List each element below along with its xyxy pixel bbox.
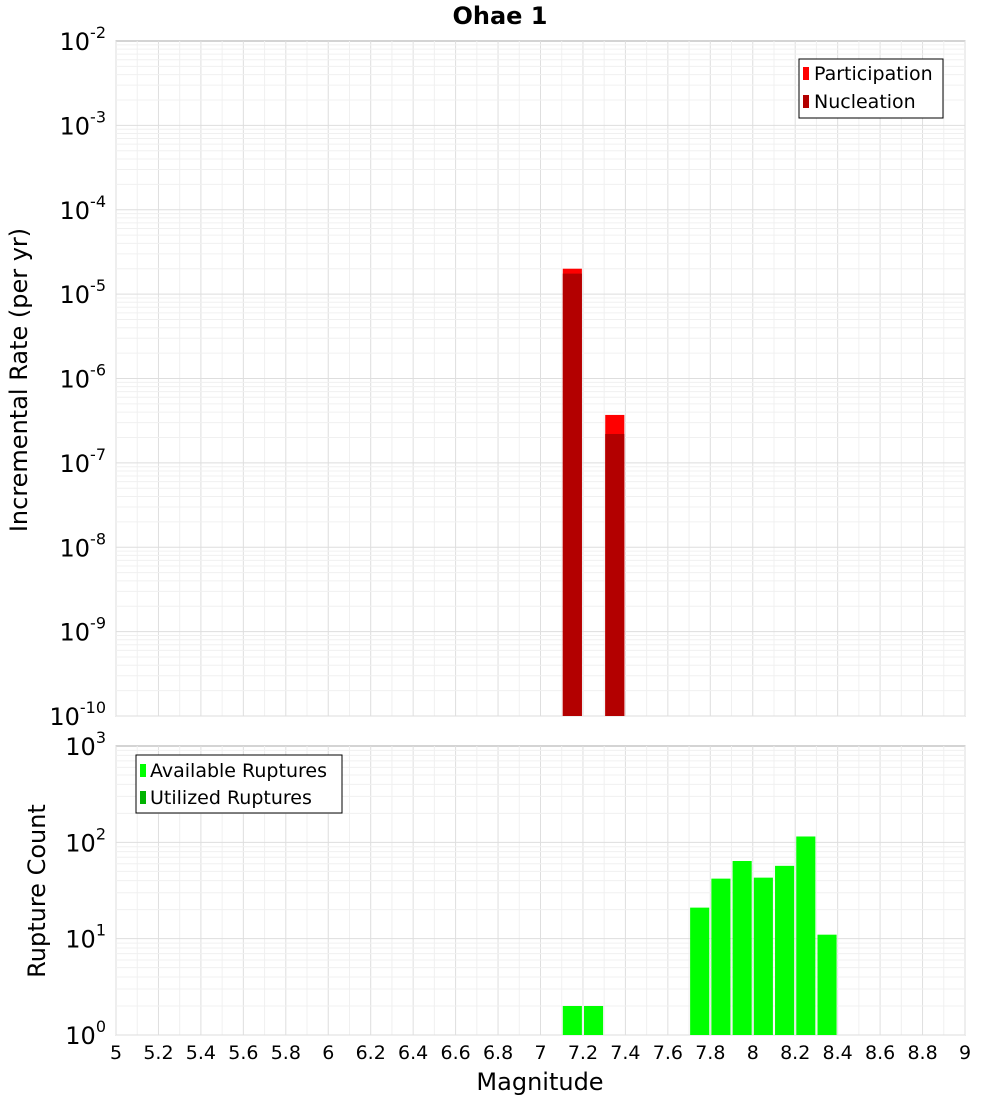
legend-label-nucleation: Nucleation bbox=[814, 91, 916, 113]
x-tick-label: 7.8 bbox=[695, 1042, 725, 1064]
bar-available-ruptures bbox=[562, 1006, 582, 1035]
x-tick-label: 9 bbox=[959, 1042, 971, 1064]
bar-nucleation bbox=[605, 433, 625, 716]
legend-swatch-utilized-ruptures bbox=[140, 791, 146, 804]
x-tick-label: 8.2 bbox=[780, 1042, 810, 1064]
y-tick-label: 10-7 bbox=[60, 445, 107, 478]
x-tick-label: 6.8 bbox=[483, 1042, 513, 1064]
y-tick-label: 10-2 bbox=[60, 23, 107, 56]
x-tick-label: 8.8 bbox=[907, 1042, 937, 1064]
x-tick-label: 6.6 bbox=[440, 1042, 470, 1064]
chart-title: Ohae 1 bbox=[452, 2, 547, 30]
bar-available-ruptures bbox=[711, 878, 731, 1035]
bar-nucleation bbox=[562, 273, 582, 716]
y-tick-label: 101 bbox=[65, 921, 106, 954]
bar-available-ruptures bbox=[732, 861, 752, 1035]
top-plot-panel: 10-10 10-9 10-8 10-7 10-6 10-5 10-4 10-3 10-2 In… bbox=[5, 23, 966, 731]
x-tick-label: 8.4 bbox=[823, 1042, 853, 1064]
x-tick-label: 8.6 bbox=[865, 1042, 895, 1064]
x-tick-label: 6.4 bbox=[398, 1042, 428, 1064]
bar-available-ruptures bbox=[584, 1006, 604, 1035]
y-tick-label: 103 bbox=[65, 728, 106, 761]
y-tick-label: 10-3 bbox=[60, 107, 107, 140]
bar-available-ruptures bbox=[753, 877, 773, 1035]
x-tick-label: 5.6 bbox=[228, 1042, 258, 1064]
x-tick-label: 5.4 bbox=[186, 1042, 216, 1064]
top-y-tick-labels: 10-10 10-9 10-8 10-7 10-6 10-5 10-4 10-3 10-2 bbox=[49, 23, 106, 731]
top-bars bbox=[562, 268, 625, 716]
y-tick-label: 10-8 bbox=[60, 529, 107, 562]
bottom-bars bbox=[562, 836, 837, 1035]
bottom-y-axis-title: Rupture Count bbox=[23, 804, 51, 978]
x-axis-title: Magnitude bbox=[476, 1068, 603, 1096]
y-tick-label: 102 bbox=[65, 824, 106, 857]
x-tick-label: 5.8 bbox=[271, 1042, 301, 1064]
x-tick-label: 5 bbox=[110, 1042, 122, 1064]
x-tick-label: 7 bbox=[534, 1042, 546, 1064]
y-tick-label: 10-4 bbox=[60, 192, 107, 225]
legend-swatch-participation bbox=[803, 67, 809, 80]
y-tick-label: 10-10 bbox=[49, 698, 106, 731]
legend-swatch-nucleation bbox=[803, 95, 809, 108]
x-tick-labels: 5 5.2 5.4 5.6 5.8 6 6.2 6.4 6.6 6.8 7 7.2 7.4 7.6 7.8 8… bbox=[110, 1042, 971, 1064]
bar-available-ruptures bbox=[690, 907, 710, 1035]
x-tick-label: 6 bbox=[322, 1042, 334, 1064]
y-tick-label: 10-5 bbox=[60, 276, 107, 309]
y-tick-label: 10-6 bbox=[60, 361, 107, 394]
x-tick-label: 5.2 bbox=[143, 1042, 173, 1064]
legend-label-available-ruptures: Available Ruptures bbox=[150, 760, 327, 782]
legend-label-participation: Participation bbox=[814, 63, 933, 85]
top-y-axis-title: Incremental Rate (per yr) bbox=[5, 228, 33, 532]
y-tick-label: 100 bbox=[65, 1017, 106, 1050]
top-legend: Participation Nucleation bbox=[798, 58, 944, 119]
y-tick-label: 10-9 bbox=[60, 614, 107, 647]
x-tick-label: 7.2 bbox=[568, 1042, 598, 1064]
bar-available-ruptures bbox=[775, 865, 795, 1035]
x-tick-label: 6.2 bbox=[356, 1042, 386, 1064]
bottom-legend-box bbox=[135, 754, 343, 814]
top-legend-box bbox=[798, 58, 944, 119]
top-grid bbox=[115, 41, 966, 717]
bar-available-ruptures bbox=[796, 836, 816, 1035]
bar-available-ruptures bbox=[817, 934, 837, 1035]
x-tick-label: 7.4 bbox=[610, 1042, 640, 1064]
bottom-plot-panel: 100 101 102 103 5 5.2 5.4 5.6 5.8 6 6.2 6.4 6.6 6.8 7… bbox=[23, 728, 971, 1096]
legend-swatch-available-ruptures bbox=[140, 764, 146, 777]
bottom-legend: Available Ruptures Utilized Ruptures bbox=[135, 754, 343, 814]
x-tick-label: 8 bbox=[747, 1042, 759, 1064]
legend-label-utilized-ruptures: Utilized Ruptures bbox=[150, 787, 312, 809]
bottom-y-tick-labels: 100 101 102 103 bbox=[65, 728, 106, 1050]
x-tick-label: 7.6 bbox=[653, 1042, 683, 1064]
